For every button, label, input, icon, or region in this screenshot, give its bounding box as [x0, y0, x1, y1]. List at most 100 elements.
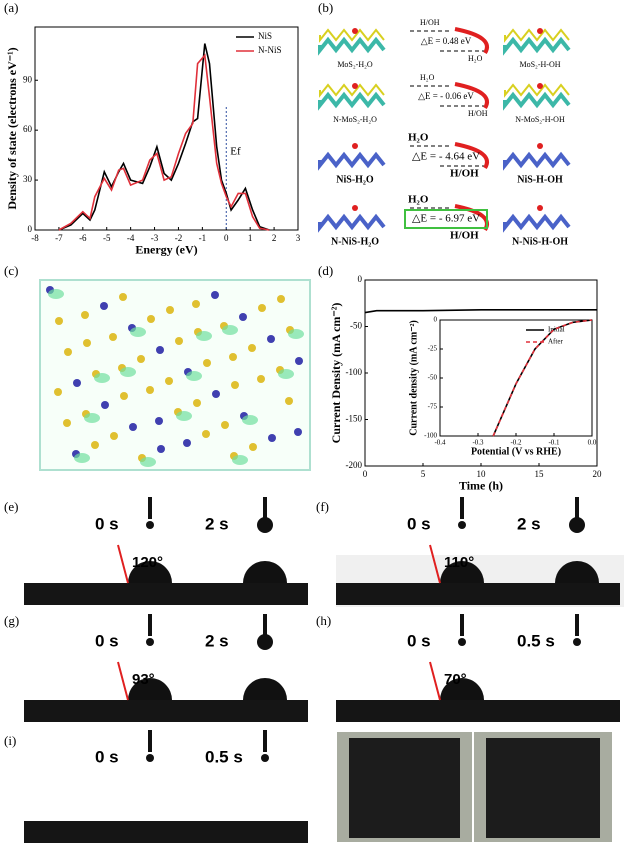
contact-line — [117, 661, 129, 701]
atom — [54, 388, 62, 396]
atom — [109, 333, 117, 341]
charge-lobe — [232, 455, 248, 465]
needle-drop — [257, 517, 273, 533]
species: H/OH — [468, 109, 488, 118]
x-tick-label: 3 — [296, 233, 301, 243]
x-axis-label: Time (h) — [459, 478, 503, 492]
species: H₂O — [408, 132, 429, 144]
molecule — [503, 36, 571, 56]
time-label: 0.5 s — [517, 631, 555, 650]
needle — [460, 614, 464, 636]
atom — [155, 417, 163, 425]
y-tick-label: 30 — [23, 174, 33, 184]
time-label: 2 s — [205, 514, 229, 533]
needle-drop — [257, 634, 273, 650]
contact-line — [429, 544, 441, 584]
needle — [575, 497, 579, 519]
y-tick-label: -100 — [424, 432, 437, 440]
atom — [229, 353, 237, 361]
atom — [239, 313, 247, 321]
ground — [24, 700, 308, 722]
atom — [156, 346, 164, 354]
atom — [157, 445, 165, 453]
legend-label: After — [548, 338, 563, 346]
panel-label: (g) — [4, 613, 19, 628]
x-axis-label: Energy (eV) — [135, 242, 197, 256]
delta-e: △E = - 6.97 eV — [412, 213, 480, 225]
x-tick-label: -6 — [79, 233, 87, 243]
x-tick-label: 0 — [363, 469, 368, 479]
dft-map — [39, 279, 311, 471]
panel-label: (e) — [4, 499, 18, 514]
panel-label: (f) — [316, 499, 329, 514]
atom — [63, 419, 71, 427]
panel-label: (i) — [4, 733, 16, 748]
adsorbate — [352, 205, 358, 211]
legend-label: N-NiS — [258, 45, 282, 55]
arrow — [454, 82, 489, 110]
ground — [336, 583, 620, 605]
x-tick-label: -0.4 — [434, 439, 446, 447]
atom — [175, 337, 183, 345]
molecule — [318, 151, 386, 171]
structure-label: N-MoS₂-H-OH — [515, 115, 565, 124]
atom — [55, 317, 63, 325]
adsorbate — [352, 28, 358, 34]
adsorbate — [537, 28, 543, 34]
atom — [81, 311, 89, 319]
contact-line — [429, 661, 441, 701]
x-tick-label: 5 — [421, 469, 426, 479]
atom — [119, 293, 127, 301]
legend-label: Initial — [548, 326, 565, 334]
molecule — [503, 213, 571, 233]
time-label: 0 s — [95, 631, 119, 650]
structure-label: NiS-H-OH — [517, 174, 563, 185]
drop — [440, 561, 484, 583]
time-label: 0 s — [95, 747, 119, 766]
atom — [166, 306, 174, 314]
time-label: 0 s — [95, 514, 119, 533]
arrow — [454, 142, 489, 170]
legend-label: NiS — [258, 31, 272, 41]
series-line — [58, 53, 270, 231]
atom — [295, 357, 303, 365]
charge-lobe — [288, 329, 304, 339]
y-axis-label: Current Density (mA cm⁻²) — [329, 303, 343, 444]
x-tick-label: 1 — [248, 233, 253, 243]
species: H₂O — [420, 73, 435, 82]
y-tick-label: -75 — [428, 403, 438, 411]
molecule — [503, 91, 571, 111]
time-label: 2 s — [205, 631, 229, 650]
molecule-s — [504, 83, 570, 98]
y-tick-label: -50 — [428, 374, 438, 382]
panel-label: (a) — [4, 0, 18, 15]
species: H₂O — [408, 194, 429, 206]
x-tick-label: 15 — [535, 469, 545, 479]
structure-label: MoS₂-H₂O — [337, 60, 373, 69]
y-tick-label: 90 — [23, 74, 33, 84]
needle-drop — [569, 517, 585, 533]
ground — [24, 821, 308, 843]
adsorbate — [352, 83, 358, 89]
needle-drop — [146, 754, 154, 762]
structure-label: MoS₂-H-OH — [519, 60, 560, 69]
charge-lobe — [94, 373, 110, 383]
atom — [285, 397, 293, 405]
charge-lobe — [120, 367, 136, 377]
species: H/OH — [450, 168, 479, 180]
series-line — [58, 43, 270, 231]
drop — [555, 561, 599, 583]
y-tick-label: 0 — [358, 274, 363, 284]
atom — [165, 377, 173, 385]
atom — [192, 300, 200, 308]
annotation: Ef — [230, 146, 241, 158]
molecule-s — [319, 28, 385, 43]
atom — [249, 443, 257, 451]
x-tick-label: -3 — [151, 233, 159, 243]
atom — [183, 439, 191, 447]
drop — [440, 678, 484, 700]
contact-angle: 120° — [132, 554, 163, 571]
delta-e: △E = - 0.06 eV — [418, 91, 474, 101]
x-tick-label: -5 — [103, 233, 111, 243]
y-tick-label: 60 — [23, 124, 33, 134]
